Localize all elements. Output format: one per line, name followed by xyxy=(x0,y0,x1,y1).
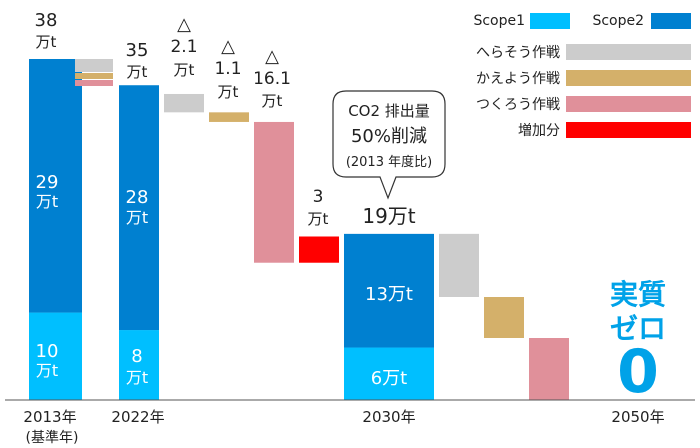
mini-bar-へらそう作戦 xyxy=(75,59,113,72)
waterfall-unit-へらそう作戦: 万t xyxy=(174,61,195,79)
label-2022-scope2: 28 xyxy=(126,187,149,208)
x-label-2022: 2022年 xyxy=(111,408,164,426)
bars xyxy=(29,59,569,400)
total-2013-unit: 万t xyxy=(36,33,57,51)
post-2030-bar-かえよう作戦 xyxy=(484,297,524,338)
legend-swatch-増加分 xyxy=(566,122,691,138)
callout-line-1: CO2 排出量 xyxy=(348,102,430,120)
legend-swatch-かえよう作戦 xyxy=(566,70,691,86)
label-2022-scope1-unit: 万t xyxy=(126,368,148,387)
label-2030-scope2: 13万t xyxy=(365,284,413,305)
waterfall-triangle-かえよう作戦: △ xyxy=(221,36,235,57)
post-2030-bar-へらそう作戦 xyxy=(439,233,479,297)
legend-label-scope1: Scope1 xyxy=(473,13,525,29)
legend-swatch-scope1 xyxy=(530,13,570,29)
bar-scope1-2030年 xyxy=(344,347,434,400)
bar-scope2-2022年 xyxy=(119,85,159,331)
x-label-2013: 2013年 xyxy=(23,408,76,426)
bar-scope1-2022年 xyxy=(119,330,159,400)
callout-bubble xyxy=(332,90,446,200)
legend-label-へらそう作戦: へらそう作戦 xyxy=(476,45,560,61)
target-line-1: 実質 xyxy=(610,278,666,311)
legend-label-scope2: Scope2 xyxy=(592,13,644,29)
total-2013: 38 xyxy=(35,10,58,31)
label-2013-scope2-unit: 万t xyxy=(36,192,58,211)
post-2030-bar-つくろう作戦 xyxy=(529,338,569,400)
total-2030: 19万t xyxy=(362,204,415,228)
waterfall-bar-増加分 xyxy=(299,236,339,263)
label-2022-scope1: 8 xyxy=(131,346,142,367)
waterfall-label-へらそう作戦: 2.1 xyxy=(170,37,197,57)
waterfall-unit-増加分: 万t xyxy=(308,210,329,228)
label-2013-scope2: 29 xyxy=(36,172,59,193)
x-label-2013-note: (基準年) xyxy=(26,429,79,446)
waterfall-bar-かえよう作戦 xyxy=(209,112,249,122)
legend-swatch-つくろう作戦 xyxy=(566,96,691,112)
x-label-2030: 2030年 xyxy=(362,408,415,426)
waterfall-triangle-へらそう作戦: △ xyxy=(177,14,191,35)
callout-line-2: 50%削減 xyxy=(351,126,427,147)
bar-scope2-2013年 xyxy=(29,59,82,313)
mini-bar-かえよう作戦 xyxy=(75,73,113,79)
bar-scope2-2030年 xyxy=(344,233,434,348)
waterfall-unit-つくろう作戦: 万t xyxy=(262,92,283,110)
legend-swatch-scope2 xyxy=(651,13,691,29)
legend-swatch-へらそう作戦 xyxy=(566,44,691,60)
bar-scope1-2013年 xyxy=(29,312,82,400)
label-2022-scope2-unit: 万t xyxy=(126,208,148,227)
total-2022-unit: 万t xyxy=(127,63,148,81)
waterfall-label-かえよう作戦: 1.1 xyxy=(214,59,241,79)
waterfall-bar-へらそう作戦 xyxy=(164,93,204,113)
mini-bar-つくろう作戦 xyxy=(75,80,113,86)
legend-label-かえよう作戦: かえよう作戦 xyxy=(476,71,560,87)
target-value: 0 xyxy=(617,337,659,407)
total-2022: 35 xyxy=(126,40,149,61)
label-2030-scope1: 6万t xyxy=(371,368,408,389)
callout-line-3: (2013 年度比) xyxy=(346,154,432,170)
label-2013-scope1: 10 xyxy=(36,341,59,362)
waterfall-triangle-つくろう作戦: △ xyxy=(265,46,279,67)
legend-label-つくろう作戦: つくろう作戦 xyxy=(476,97,560,113)
waterfall-unit-かえよう作戦: 万t xyxy=(218,83,239,101)
waterfall-label-増加分: 3 xyxy=(313,187,324,207)
x-label-2050: 2050年 xyxy=(611,408,664,426)
label-2013-scope1-unit: 万t xyxy=(36,361,58,380)
waterfall-label-つくろう作戦: 16.1 xyxy=(253,69,291,89)
waterfall-bar-つくろう作戦 xyxy=(254,121,294,263)
target-line-2: ゼロ xyxy=(610,312,666,345)
legend-label-増加分: 増加分 xyxy=(518,123,560,139)
